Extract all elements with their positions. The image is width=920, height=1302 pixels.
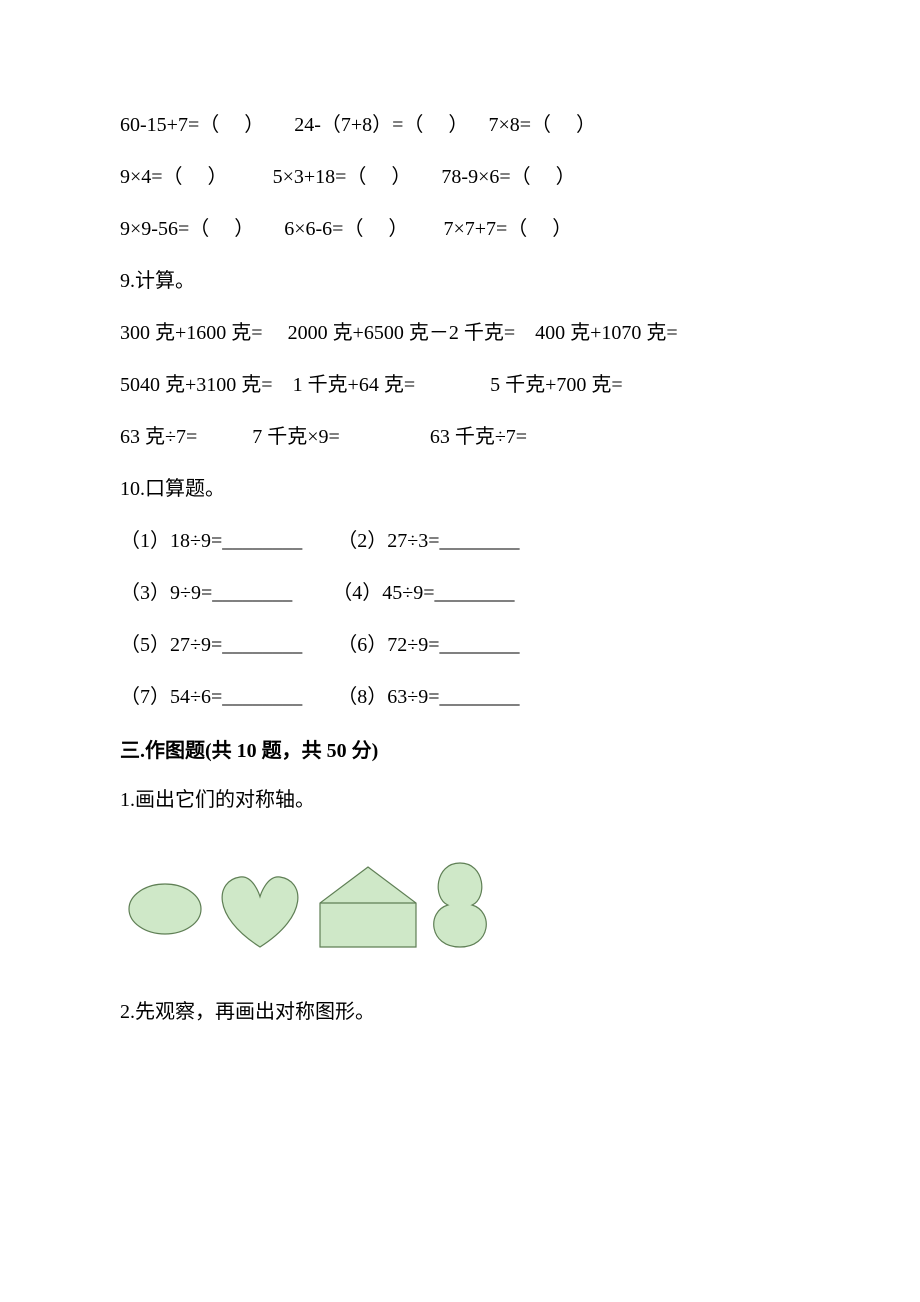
q8-r1c2: 24-（7+8）=（ ） — [294, 114, 468, 136]
q10-i8: （8）63÷9=________ — [337, 686, 519, 708]
s3-q2: 2.先观察，再画出对称图形。 — [120, 997, 800, 1027]
q9-title: 9.计算。 — [120, 266, 800, 296]
q9-r1c2: 2000 克+6500 克－2 千克= — [288, 322, 516, 344]
q10-row-2: （3）9÷9=________ （4）45÷9=________ — [120, 578, 800, 608]
section-3-heading: 三.作图题(共 10 题，共 50 分) — [120, 734, 800, 763]
q9-r2c1: 5040 克+3100 克= — [120, 374, 273, 396]
q10-i1: （1）18÷9=________ — [120, 530, 302, 552]
q8-r3c1: 9×9-56=（ ） — [120, 218, 254, 240]
q9-r2c2: 1 千克+64 克= — [293, 374, 416, 396]
symmetry-shapes — [120, 837, 800, 957]
q9-r3c2: 7 千克×9= — [252, 426, 340, 448]
q8-row-3: 9×9-56=（ ） 6×6-6=（ ） 7×7+7=（ ） — [120, 214, 800, 244]
q9-row-1: 300 克+1600 克= 2000 克+6500 克－2 千克= 400 克+… — [120, 318, 800, 348]
q8-r2c2: 5×3+18=（ ） — [273, 166, 412, 188]
q9-row-3: 63 克÷7= 7 千克×9= 63 千克÷7= — [120, 422, 800, 452]
q8-r3c3: 7×7+7=（ ） — [443, 218, 572, 240]
q8-r3c2: 6×6-6=（ ） — [284, 218, 408, 240]
q10-i3: （3）9÷9=________ — [120, 582, 292, 604]
q9-r1c3: 400 克+1070 克= — [535, 322, 678, 344]
s3-q1: 1.画出它们的对称轴。 — [120, 785, 800, 815]
q10-i7: （7）54÷6=________ — [120, 686, 302, 708]
q8-row-1: 60-15+7=（ ） 24-（7+8）=（ ） 7×8=（ ） — [120, 110, 800, 140]
q8-r2c3: 78-9×6=（ ） — [441, 166, 575, 188]
shapes-svg — [120, 837, 500, 957]
q10-row-4: （7）54÷6=________ （8）63÷9=________ — [120, 682, 800, 712]
q10-row-1: （1）18÷9=________ （2）27÷3=________ — [120, 526, 800, 556]
q8-r1c1: 60-15+7=（ ） — [120, 114, 264, 136]
q8-row-2: 9×4=（ ） 5×3+18=（ ） 78-9×6=（ ） — [120, 162, 800, 192]
q9-r3c1: 63 克÷7= — [120, 426, 197, 448]
q9-r2c3: 5 千克+700 克= — [490, 374, 623, 396]
q8-r1c3: 7×8=（ ） — [488, 114, 596, 136]
q8-r2c1: 9×4=（ ） — [120, 166, 228, 188]
q9-row-2: 5040 克+3100 克= 1 千克+64 克= 5 千克+700 克= — [120, 370, 800, 400]
q9-r1c1: 300 克+1600 克= — [120, 322, 263, 344]
q10-row-3: （5）27÷9=________ （6）72÷9=________ — [120, 630, 800, 660]
q10-i2: （2）27÷3=________ — [337, 530, 519, 552]
q10-i6: （6）72÷9=________ — [337, 634, 519, 656]
q10-title: 10.口算题。 — [120, 474, 800, 504]
q10-i5: （5）27÷9=________ — [120, 634, 302, 656]
page: 60-15+7=（ ） 24-（7+8）=（ ） 7×8=（ ） 9×4=（ ）… — [0, 0, 920, 1302]
q10-i4: （4）45÷9=________ — [332, 582, 514, 604]
q9-r3c3: 63 千克÷7= — [430, 426, 527, 448]
